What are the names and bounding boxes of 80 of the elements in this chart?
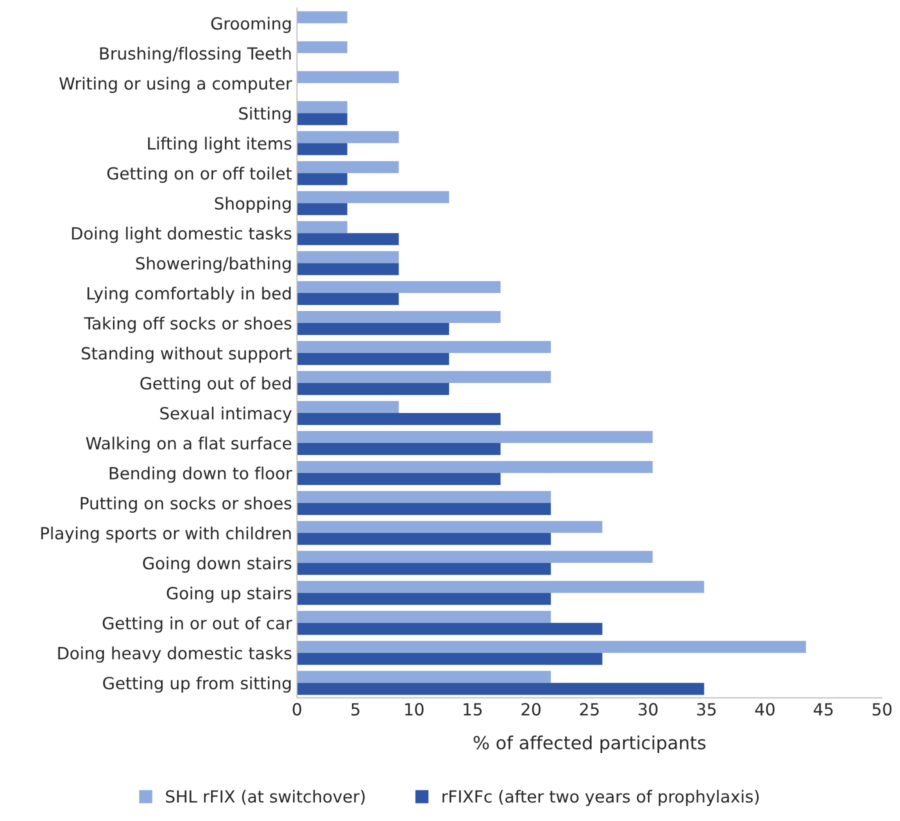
y-tick-label: Going down stairs xyxy=(143,556,292,573)
y-tick-label: Doing heavy domestic tasks xyxy=(58,646,292,663)
y-tick-label: Getting on or off toilet xyxy=(107,166,292,183)
bar xyxy=(297,251,399,264)
bar xyxy=(297,323,450,336)
bar xyxy=(297,11,348,24)
y-tick-label: Taking off socks or shoes xyxy=(84,316,292,333)
bar xyxy=(297,341,551,354)
bar xyxy=(297,233,399,246)
bar xyxy=(297,41,348,54)
bar xyxy=(297,610,551,623)
bar xyxy=(297,460,653,473)
bar xyxy=(297,113,348,126)
bar xyxy=(297,442,501,455)
y-tick-label: Shopping xyxy=(214,196,291,213)
bar xyxy=(297,592,551,605)
bar xyxy=(297,670,551,683)
bar xyxy=(297,472,501,485)
bar xyxy=(297,520,602,533)
bar xyxy=(297,263,399,276)
x-tick-label: 35 xyxy=(697,703,716,716)
bar xyxy=(297,221,348,234)
bar xyxy=(297,311,501,324)
x-tick-label: 5 xyxy=(351,703,360,716)
x-tick-label: 40 xyxy=(755,703,774,716)
legend-label: rFIXFc (after two years of prophylaxis) xyxy=(442,790,759,806)
y-tick-label: Writing or using a computer xyxy=(59,76,292,93)
x-tick-label: 0 xyxy=(292,703,302,716)
y-tick-label: Lying comfortably in bed xyxy=(88,286,291,303)
bar xyxy=(297,490,551,503)
bar xyxy=(297,191,450,204)
y-tick-label: Sitting xyxy=(239,106,291,123)
bar xyxy=(297,622,602,635)
bar xyxy=(297,173,348,186)
bar xyxy=(297,371,551,384)
bar xyxy=(297,293,399,306)
y-tick-label: Getting out of bed xyxy=(140,376,291,393)
y-tick-label: Getting in or out of car xyxy=(102,616,292,633)
bar xyxy=(297,353,450,366)
bar xyxy=(297,562,551,575)
y-tick-label: Playing sports or with children xyxy=(41,526,291,543)
bar xyxy=(297,640,806,653)
x-tick-label: 15 xyxy=(464,703,482,716)
bar xyxy=(297,143,348,156)
x-tick-label: 25 xyxy=(580,703,599,716)
bar xyxy=(297,203,348,216)
y-tick-label: Lifting light items xyxy=(148,136,292,153)
x-tick-label: 10 xyxy=(405,703,424,716)
bar xyxy=(297,532,551,545)
bar xyxy=(297,502,551,515)
bar xyxy=(297,682,704,695)
y-tick-label: Grooming xyxy=(211,16,291,33)
y-tick-label: Bending down to floor xyxy=(110,466,292,483)
bar xyxy=(297,281,501,294)
bar xyxy=(297,131,399,144)
y-tick-label: Showering/bathing xyxy=(136,256,291,273)
legend-label: SHL rFIX (at switchover) xyxy=(166,790,365,805)
x-tick-label: 20 xyxy=(522,703,540,716)
bar xyxy=(297,101,348,114)
bar xyxy=(297,430,653,443)
bar xyxy=(297,550,653,563)
bar xyxy=(297,383,450,396)
bar xyxy=(297,401,399,413)
x-tick-label: 30 xyxy=(638,703,658,716)
y-tick-label: Putting on socks or shoes xyxy=(80,496,292,513)
y-tick-label: Getting up from sitting xyxy=(103,676,291,693)
bar xyxy=(297,580,704,593)
bar xyxy=(297,413,501,425)
y-tick-label: Sexual intimacy xyxy=(160,406,292,423)
x-axis-title: % of affected participants xyxy=(474,736,706,753)
x-tick-label: 50 xyxy=(872,703,892,716)
bar xyxy=(297,652,602,665)
y-tick-label: Standing without support xyxy=(82,346,292,363)
x-tick-label: 45 xyxy=(814,703,833,716)
bar xyxy=(297,71,399,84)
y-tick-label: Walking on a flat surface xyxy=(86,436,292,453)
y-tick-label: Doing light domestic tasks xyxy=(72,226,292,243)
bar xyxy=(297,161,399,174)
y-tick-label: Brushing/flossing Teeth xyxy=(100,46,291,63)
y-tick-label: Going up stairs xyxy=(166,586,292,603)
